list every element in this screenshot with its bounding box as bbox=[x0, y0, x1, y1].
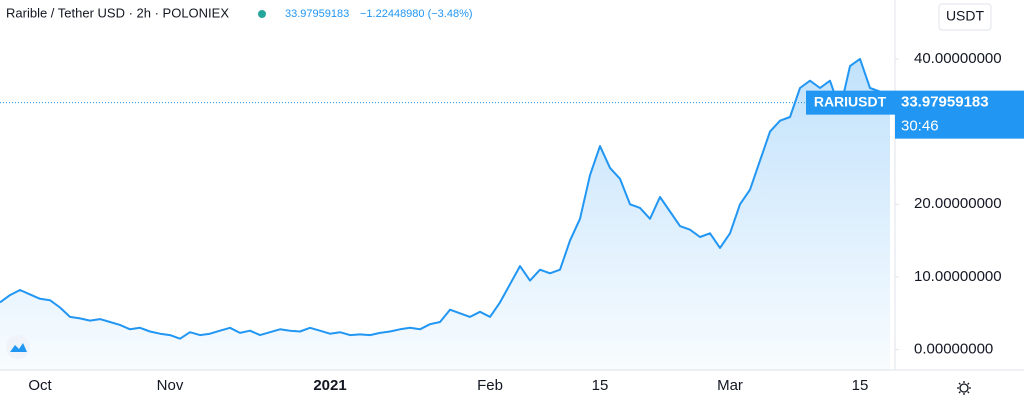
symbol-tag bbox=[806, 90, 895, 115]
x-tick-label: 2021 bbox=[313, 377, 346, 394]
x-tick-label: Nov bbox=[157, 377, 184, 394]
logo[interactable] bbox=[6, 335, 30, 359]
price-tag bbox=[895, 90, 1024, 139]
logo-icon bbox=[10, 343, 27, 352]
y-tick-label: 20.00000000 bbox=[914, 195, 1002, 212]
symbol-tag-label: RARIUSDT bbox=[814, 93, 887, 109]
plot bbox=[0, 57, 891, 371]
header-price: 33.97959183 bbox=[285, 8, 349, 20]
x-tick-label: Mar bbox=[717, 377, 743, 394]
price-line bbox=[0, 57, 891, 340]
countdown-label: 30:46 bbox=[901, 118, 939, 135]
status-dot bbox=[258, 10, 266, 18]
header-change: −1.22448980 (−3.48%) bbox=[360, 8, 473, 20]
y-tick-label: 10.00000000 bbox=[914, 268, 1002, 285]
settings-icon[interactable] bbox=[957, 381, 971, 395]
price-tag-label: 33.97959183 bbox=[901, 94, 989, 111]
chart-title: Rarible / Tether USD · 2h · POLONIEX bbox=[6, 5, 229, 20]
currency-label[interactable]: USDT bbox=[946, 8, 985, 24]
x-tick-label: Feb bbox=[477, 377, 503, 394]
x-tick-label: 15 bbox=[592, 377, 609, 394]
area-fill bbox=[0, 58, 890, 371]
x-tick-label: Oct bbox=[28, 377, 52, 394]
x-tick-label: 15 bbox=[852, 377, 869, 394]
currency-button[interactable] bbox=[938, 3, 992, 31]
y-tick-label: 40.00000000 bbox=[914, 50, 1002, 67]
y-tick-label: 0.00000000 bbox=[914, 341, 993, 358]
